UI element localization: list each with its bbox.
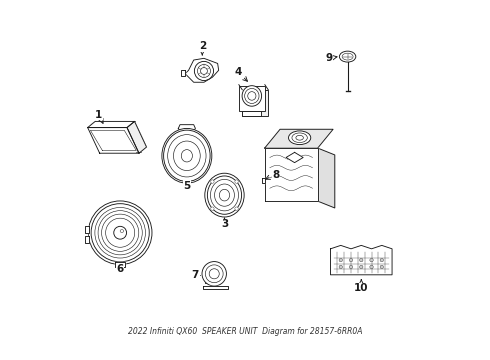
Text: 2: 2 <box>198 41 206 55</box>
Polygon shape <box>265 148 318 201</box>
Circle shape <box>360 265 363 269</box>
Polygon shape <box>265 129 333 148</box>
Ellipse shape <box>162 129 212 183</box>
Ellipse shape <box>120 230 123 233</box>
Polygon shape <box>163 150 167 159</box>
Ellipse shape <box>168 135 206 177</box>
Polygon shape <box>88 127 139 153</box>
Circle shape <box>98 211 142 255</box>
Polygon shape <box>115 262 125 267</box>
Ellipse shape <box>220 189 230 201</box>
Ellipse shape <box>181 150 193 162</box>
Circle shape <box>209 269 219 279</box>
Ellipse shape <box>173 141 200 171</box>
Bar <box>242 111 262 117</box>
Circle shape <box>106 218 135 247</box>
Text: 6: 6 <box>117 264 124 274</box>
Ellipse shape <box>211 179 239 211</box>
Ellipse shape <box>296 135 303 140</box>
Circle shape <box>200 68 207 75</box>
Polygon shape <box>203 285 228 289</box>
Ellipse shape <box>164 130 210 181</box>
Circle shape <box>211 180 214 183</box>
Polygon shape <box>318 148 335 208</box>
Polygon shape <box>178 125 196 131</box>
Ellipse shape <box>289 131 311 145</box>
Text: 5: 5 <box>183 181 191 191</box>
Text: 3: 3 <box>221 218 228 229</box>
Circle shape <box>114 226 126 239</box>
Ellipse shape <box>215 184 234 206</box>
Text: 8: 8 <box>266 170 279 180</box>
Polygon shape <box>88 121 135 127</box>
Circle shape <box>88 201 152 265</box>
Circle shape <box>380 265 384 269</box>
Text: 10: 10 <box>354 280 368 293</box>
Circle shape <box>349 258 353 262</box>
Circle shape <box>95 207 146 258</box>
Circle shape <box>235 207 238 210</box>
Ellipse shape <box>245 89 259 103</box>
Bar <box>239 86 265 111</box>
Ellipse shape <box>340 51 356 62</box>
Text: 7: 7 <box>192 270 200 280</box>
Circle shape <box>339 265 343 269</box>
Circle shape <box>211 207 214 210</box>
Circle shape <box>197 64 211 77</box>
Ellipse shape <box>207 176 242 214</box>
Polygon shape <box>85 226 89 233</box>
Ellipse shape <box>242 86 262 106</box>
Circle shape <box>91 204 149 262</box>
Bar <box>205 266 218 283</box>
Circle shape <box>101 214 139 251</box>
Text: 4: 4 <box>235 67 247 81</box>
Circle shape <box>339 258 343 262</box>
Circle shape <box>205 265 223 283</box>
Ellipse shape <box>248 92 256 100</box>
Text: 1: 1 <box>95 110 103 123</box>
Circle shape <box>370 265 373 269</box>
Bar <box>242 90 268 116</box>
Circle shape <box>380 258 384 262</box>
Polygon shape <box>85 236 89 243</box>
Circle shape <box>202 262 226 286</box>
Circle shape <box>195 62 214 81</box>
Polygon shape <box>262 178 265 183</box>
Text: 2022 Infiniti QX60  SPEAKER UNIT  Diagram for 28157-6RR0A: 2022 Infiniti QX60 SPEAKER UNIT Diagram … <box>128 328 362 336</box>
Text: 9: 9 <box>325 53 337 63</box>
Polygon shape <box>330 246 392 275</box>
Polygon shape <box>286 152 303 163</box>
Polygon shape <box>127 121 147 153</box>
Circle shape <box>349 265 353 269</box>
Ellipse shape <box>342 53 353 60</box>
Circle shape <box>235 180 238 183</box>
Circle shape <box>370 258 373 262</box>
Polygon shape <box>185 58 219 82</box>
Ellipse shape <box>292 133 307 143</box>
Circle shape <box>360 258 363 262</box>
Ellipse shape <box>205 173 244 217</box>
Polygon shape <box>181 70 185 76</box>
